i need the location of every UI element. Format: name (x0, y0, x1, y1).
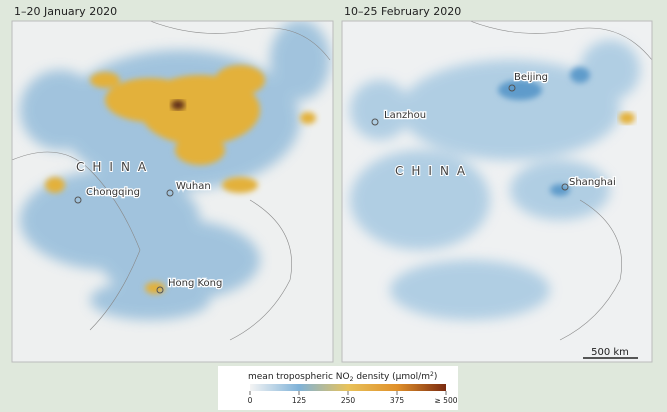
city-label: Hong Kong (168, 278, 222, 289)
map-right (342, 21, 652, 362)
city-marker (156, 286, 164, 294)
city-marker (561, 183, 569, 191)
city-label: Beijing (514, 72, 548, 83)
legend-title-part: density (μmol/m (353, 372, 430, 382)
legend-title-part: ) (434, 372, 438, 382)
country-label: CHINA (395, 164, 473, 178)
tick-label: 375 (390, 396, 405, 405)
city-marker (508, 84, 516, 92)
city-label: Wuhan (176, 181, 211, 192)
tick-label: 0 (248, 396, 253, 405)
city-label: Lanzhou (384, 110, 426, 121)
tick-label: 250 (341, 396, 356, 405)
tick-label: ≥ 500 (435, 396, 458, 405)
legend-title-part: 2 (350, 376, 354, 383)
map-frame (11, 20, 334, 363)
legend-title: mean tropospheric NO2 density (μmol/m2) (248, 371, 437, 383)
tick-label: 125 (292, 396, 307, 405)
color-bar (250, 384, 446, 391)
legend: mean tropospheric NO2 density (μmol/m2) … (218, 366, 458, 410)
country-label: CHINA (76, 160, 154, 174)
map-frame (341, 20, 653, 363)
panel-title: 1–20 January 2020 (14, 5, 117, 18)
panel-title: 10–25 February 2020 (344, 5, 461, 18)
city-label: Shanghai (569, 177, 616, 188)
legend-title-part: 2 (430, 371, 434, 378)
legend-title-part: mean tropospheric NO (248, 372, 350, 382)
scale-label: 500 km (591, 347, 629, 358)
city-marker (74, 196, 82, 204)
city-marker (371, 118, 379, 126)
city-label: Chongqing (86, 187, 140, 198)
city-marker (166, 189, 174, 197)
